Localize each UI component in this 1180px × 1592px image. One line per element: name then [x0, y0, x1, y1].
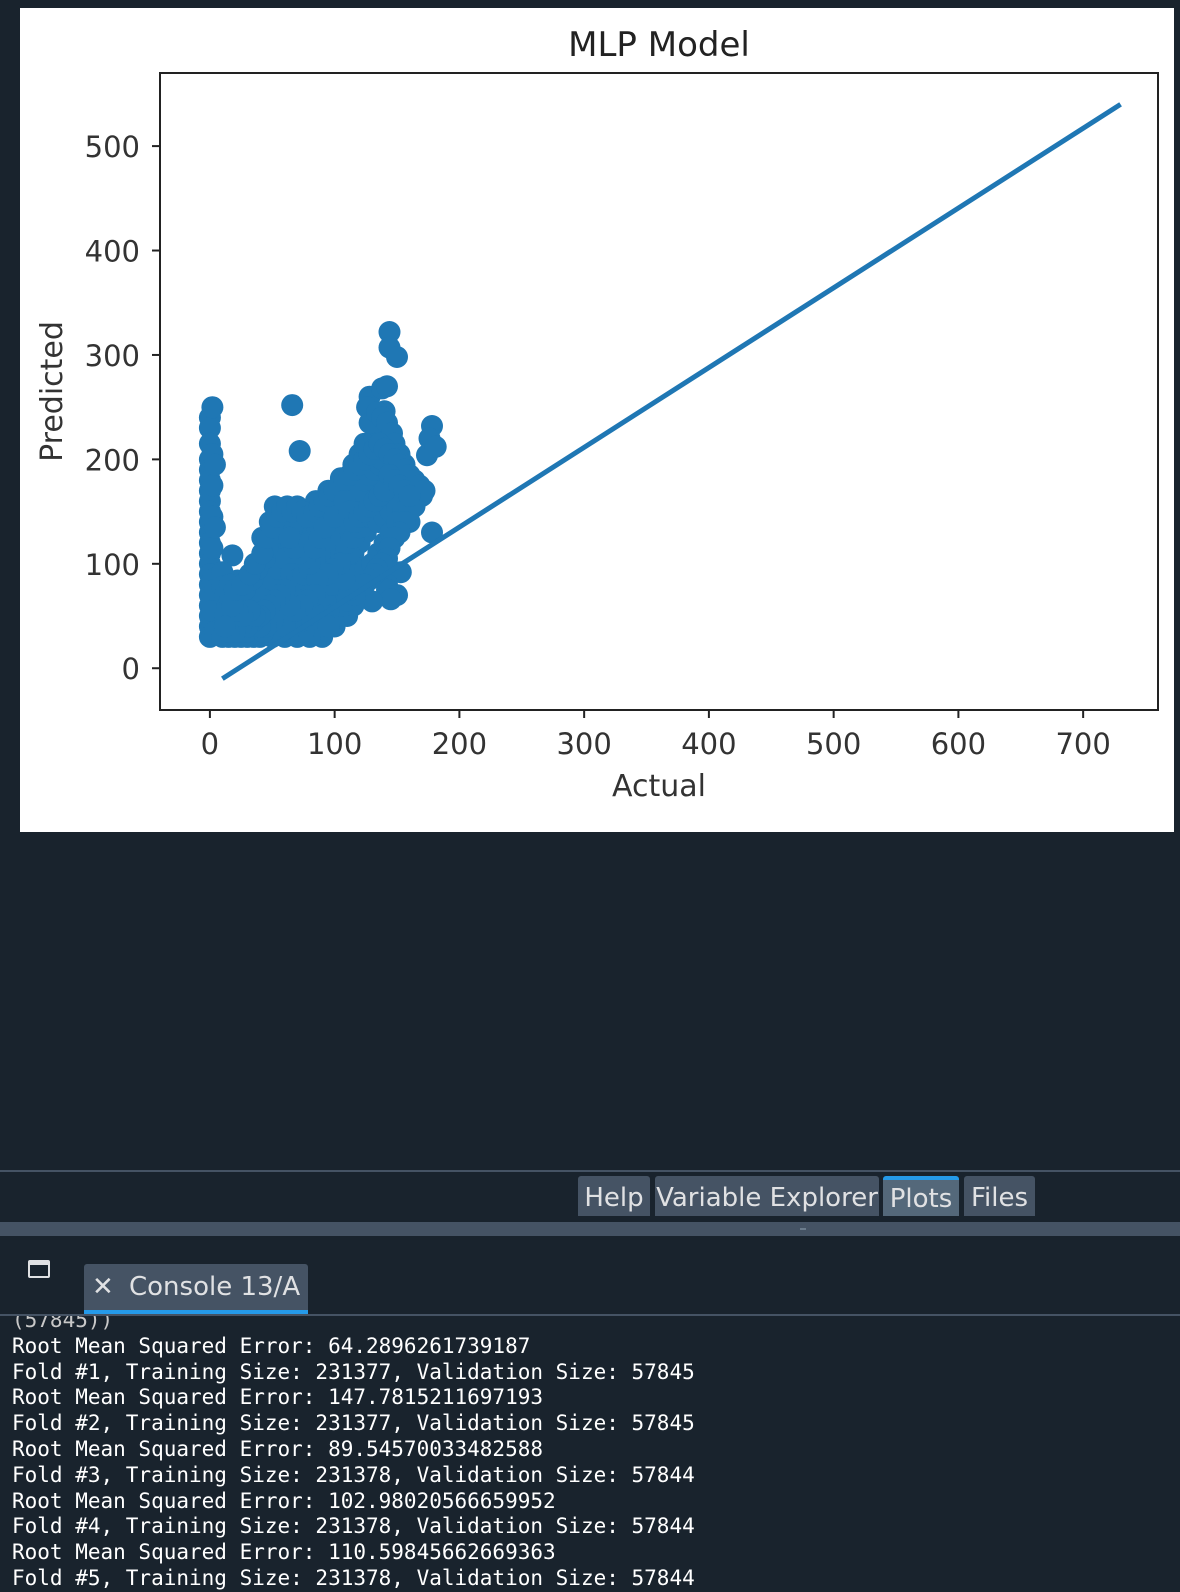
console-line: Fold #4, Training Size: 231378, Validati… [12, 1514, 695, 1539]
console-line: Fold #3, Training Size: 231378, Validati… [12, 1462, 695, 1487]
y-tick-label: 300 [85, 339, 140, 373]
scatter-point [201, 396, 224, 419]
console-line: Fold #1, Training Size: 231377, Validati… [12, 1359, 695, 1384]
console-divider [0, 1314, 1180, 1316]
scatter-point [213, 615, 236, 638]
x-tick-label: 100 [307, 727, 362, 761]
scatter-point [376, 375, 398, 398]
y-tick-label: 400 [85, 235, 140, 269]
console-line: (57845)) [12, 1316, 114, 1332]
console-line: Root Mean Squared Error: 64.289626173918… [12, 1333, 531, 1358]
console-line: Fold #2, Training Size: 231377, Validati… [12, 1411, 695, 1436]
console-line: Root Mean Squared Error: 102.98020566659… [12, 1488, 556, 1513]
x-tick-label: 700 [1055, 727, 1110, 761]
chart-title: MLP Model [568, 25, 750, 65]
console-lines: (57845)) Root Mean Squared Error: 64.289… [12, 1316, 695, 1592]
tab-files[interactable]: Files [964, 1176, 1035, 1216]
tab-help[interactable]: Help [578, 1176, 650, 1216]
console-line: Root Mean Squared Error: 147.78152116971… [12, 1385, 544, 1410]
console-tab-label: Console 13/A [129, 1272, 301, 1302]
y-tick-label: 100 [85, 548, 140, 582]
scatter-point [398, 484, 421, 507]
y-tick-label: 200 [85, 443, 140, 477]
window-icon[interactable] [28, 1260, 50, 1278]
x-tick-label: 200 [432, 727, 487, 761]
scatter-point [278, 526, 301, 549]
x-tick-label: 400 [681, 727, 736, 761]
console-line: Root Mean Squared Error: 89.545700334825… [12, 1436, 544, 1461]
scatter-point [379, 588, 402, 611]
console-header: ✕ Console 13/A [0, 1236, 1180, 1314]
scatter-point [288, 440, 311, 462]
x-tick-label: 500 [806, 727, 861, 761]
plot-frame [159, 72, 1159, 711]
tab-plots[interactable]: Plots [883, 1176, 959, 1216]
plots-pane: MLP Model 0 100 200 300 400 500 600 700 0 100 200 30… [20, 8, 1174, 832]
scatter-point [281, 394, 304, 417]
scatter-point [203, 453, 226, 476]
scatter-point [386, 346, 408, 368]
console-line: Root Mean Squared Error: 110.59845662669… [12, 1540, 556, 1565]
pane-divider[interactable] [0, 1170, 1180, 1172]
console-tab[interactable]: ✕ Console 13/A [84, 1264, 308, 1314]
reference-line [221, 102, 1122, 681]
scatter-point [421, 521, 443, 544]
scatter-point [221, 544, 244, 567]
y-axis-label: Predicted [35, 321, 70, 462]
x-tick-label: 600 [931, 727, 986, 761]
scatter-point [198, 417, 221, 439]
scatter-chart: MLP Model 0 100 200 300 400 500 600 700 0 100 200 30… [35, 25, 1159, 804]
console-output[interactable]: (57845)) Root Mean Squared Error: 64.289… [0, 1316, 1180, 1592]
tab-variable-explorer[interactable]: Variable Explorer [655, 1176, 879, 1216]
scatter-point [201, 474, 224, 497]
pane-tab-bar: Help Variable Explorer Plots Files [0, 1172, 1180, 1222]
splitter-handle[interactable] [800, 1228, 806, 1230]
x-axis-label: Actual [612, 769, 706, 804]
scatter-point [317, 615, 340, 638]
scatter-point [424, 435, 447, 458]
x-tick-label: 300 [556, 727, 611, 761]
y-tick-label: 0 [122, 652, 140, 686]
scatter-point [378, 321, 401, 343]
scatter-point [201, 537, 224, 560]
plot-figure[interactable]: MLP Model 0 100 200 300 400 500 600 700 0 100 200 30… [20, 8, 1174, 832]
splitter-bar[interactable] [0, 1222, 1180, 1236]
console-line: Fold #5, Training Size: 231378, Validati… [12, 1565, 695, 1590]
x-tick-label: 0 [201, 727, 219, 761]
y-tick-label: 500 [85, 130, 140, 164]
close-icon[interactable]: ✕ [92, 1272, 114, 1302]
scatter-point [203, 516, 226, 539]
